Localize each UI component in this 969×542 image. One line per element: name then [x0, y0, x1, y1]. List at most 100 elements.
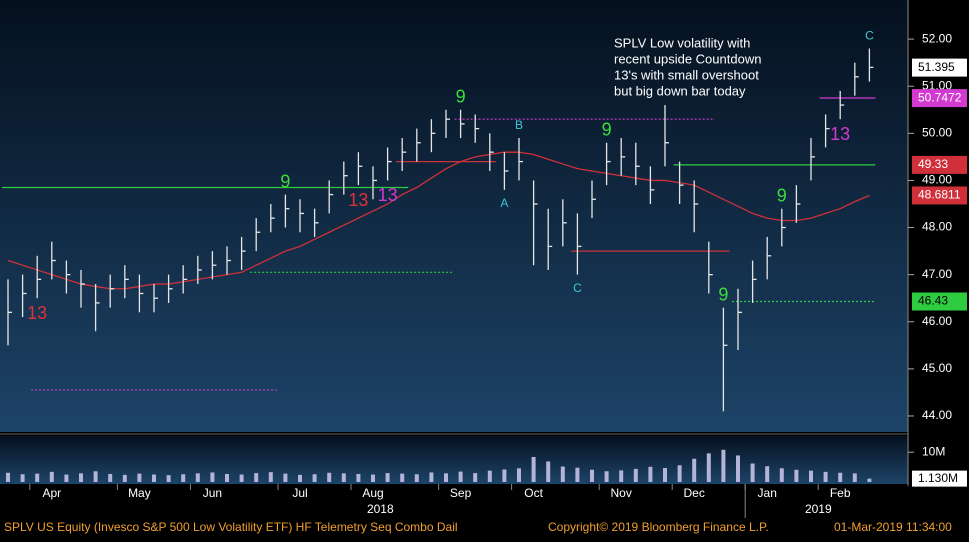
volume-bar [736, 455, 740, 482]
volume-bar [181, 474, 186, 482]
volume-bar [794, 469, 799, 482]
volume-bar [166, 475, 171, 482]
volume-bar [677, 465, 682, 482]
y-tick-label: 52.00 [922, 31, 952, 45]
volume-bar [546, 461, 551, 482]
volume-bar [531, 456, 536, 482]
volume-bar [79, 473, 83, 482]
price-tag [912, 155, 967, 174]
timestamp: 01-Mar-2019 11:34:00 [834, 520, 952, 534]
volume-bar [779, 468, 784, 482]
volume-bar [429, 472, 434, 482]
volume-bar [152, 474, 156, 482]
x-tick-label: Sep [450, 486, 472, 500]
wave-label: B [515, 118, 523, 132]
volume-bar [823, 471, 828, 482]
volume-bar [502, 469, 507, 482]
volume-bar [706, 453, 711, 482]
price-tag-label: 48.6811 [918, 188, 961, 202]
y-tick-label: 48.00 [922, 220, 952, 234]
x-tick-label: Jun [203, 486, 222, 500]
countdown-count: 13 [830, 124, 850, 144]
volume-bar [210, 472, 215, 482]
moving-average [7, 151, 870, 290]
annotation-line: 13's with small overshoot [614, 67, 759, 82]
volume-bar [93, 471, 98, 482]
volume-bar [633, 468, 638, 482]
volume-bar [195, 473, 200, 482]
volume-bar [604, 471, 609, 482]
x-tick-label: Aug [362, 486, 383, 500]
volume-bar [517, 468, 521, 482]
volume-bar [414, 474, 419, 482]
countdown-count: 13 [378, 185, 398, 205]
y-tick-label: 51.00 [922, 78, 952, 92]
setup-count: 9 [602, 119, 612, 139]
volume-bar [327, 472, 332, 482]
volume-bar [765, 466, 770, 482]
volume-bar [458, 471, 463, 482]
volume-bar [590, 469, 594, 482]
volume-bar [692, 458, 697, 482]
countdown-count: 13 [348, 190, 368, 210]
volume-tag [912, 470, 967, 487]
wave-label: C [865, 29, 874, 43]
y-tick-label: 46.00 [922, 314, 952, 328]
volume-bar [487, 470, 492, 482]
volume-bar [721, 449, 726, 482]
annotation-line: but big down bar today [614, 83, 746, 98]
y-tick-label: 45.00 [922, 361, 952, 375]
volume-bar [560, 466, 565, 482]
volume-bar [473, 473, 478, 482]
volume-bar [239, 474, 244, 482]
volume-bar [283, 473, 288, 482]
volume-bar [809, 470, 813, 482]
volume-bar [6, 472, 10, 482]
setup-count: 9 [456, 87, 466, 107]
x-tick-label: Dec [684, 486, 705, 500]
volume-bar [225, 473, 229, 482]
setup-count: 9 [718, 284, 728, 304]
volume-bar [254, 473, 259, 482]
setup-count: 9 [280, 171, 290, 191]
volume-bar [852, 473, 857, 482]
footer-title: SPLV US Equity (Invesco S&P 500 Low Vola… [4, 520, 458, 534]
volume-bar [371, 474, 375, 482]
v-tick-label: 10M [922, 444, 945, 458]
volume-bar [385, 473, 390, 482]
x-tick-label: Jul [292, 486, 307, 500]
volume-bar [575, 467, 580, 482]
x-tick-label: Feb [830, 486, 851, 500]
volume-bar [867, 478, 872, 482]
volume-bar [444, 473, 448, 482]
price-tag-label: 46.43 [918, 294, 948, 308]
volume-bar [312, 474, 317, 482]
price-tag [912, 186, 967, 205]
volume-tag-label: 1.130M [918, 471, 958, 485]
volume-bar [49, 471, 54, 482]
year-label: 2019 [805, 502, 832, 516]
volume-bar [64, 474, 69, 482]
volume-bar [663, 467, 667, 482]
setup-count: 9 [777, 185, 787, 205]
volume-bar [341, 473, 346, 482]
price-tag [912, 292, 967, 311]
y-tick-label: 49.00 [922, 173, 952, 187]
volume-bar [838, 472, 843, 482]
volume-panel [0, 436, 908, 484]
volume-bar [648, 466, 653, 482]
x-tick-label: May [128, 486, 151, 500]
price-tag-label: 50.7472 [918, 90, 962, 104]
price-tag-label: 49.33 [918, 157, 948, 171]
volume-bar [750, 463, 755, 482]
wave-label: A [500, 196, 508, 210]
volume-bar [35, 473, 40, 482]
year-label: 2018 [367, 502, 394, 516]
x-tick-label: Jan [758, 486, 777, 500]
countdown-count: 13 [27, 303, 47, 323]
volume-bar [137, 473, 142, 482]
volume-bar [298, 474, 302, 482]
x-tick-label: Nov [611, 486, 632, 500]
